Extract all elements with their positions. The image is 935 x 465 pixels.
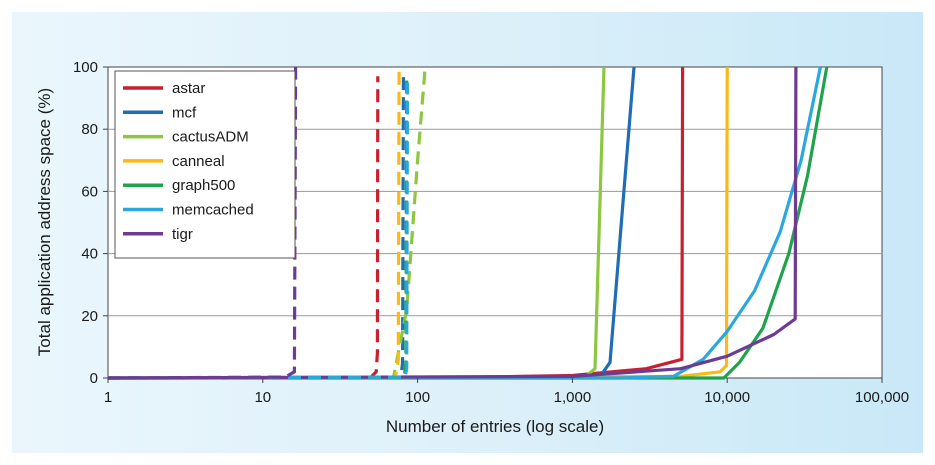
y-tick-label: 80 bbox=[81, 121, 98, 138]
x-tick-label: 10,000 bbox=[704, 389, 750, 406]
y-tick-label: 40 bbox=[81, 246, 98, 263]
x-axis-title: Number of entries (log scale) bbox=[386, 417, 604, 436]
series-line-tigr-solid bbox=[107, 66, 798, 380]
legend-label-tigr: tigr bbox=[172, 226, 193, 243]
legend: astar mcf cactusADM canneal graph500 memcache… bbox=[114, 70, 296, 259]
y-tick-label: 20 bbox=[81, 308, 98, 325]
legend-label-memcached: memcached bbox=[172, 202, 254, 219]
y-axis-ticks: 0 20 40 60 80 100 bbox=[73, 59, 108, 387]
legend-label-mcf: mcf bbox=[172, 104, 197, 121]
y-tick-label: 60 bbox=[81, 183, 98, 200]
x-axis-ticks: 1 10 100 1,000 10,000 100,000 bbox=[104, 378, 909, 406]
y-tick-label: 0 bbox=[90, 370, 98, 387]
legend-label-astar: astar bbox=[172, 80, 205, 97]
legend-label-canneal: canneal bbox=[172, 153, 225, 170]
x-tick-label: 100,000 bbox=[855, 389, 909, 406]
x-tick-label: 1,000 bbox=[554, 389, 592, 406]
legend-label-cactusADM: cactusADM bbox=[172, 129, 249, 146]
y-axis-title: Total application address space (%) bbox=[35, 88, 54, 356]
series-line-astar-dashed bbox=[107, 76, 380, 380]
legend-box bbox=[114, 70, 296, 259]
legend-label-graph500: graph500 bbox=[172, 177, 235, 194]
series-lines bbox=[107, 66, 829, 380]
y-tick-label: 100 bbox=[73, 59, 98, 76]
x-tick-label: 10 bbox=[254, 389, 271, 406]
x-tick-label: 100 bbox=[405, 389, 430, 406]
x-tick-label: 1 bbox=[104, 389, 112, 406]
